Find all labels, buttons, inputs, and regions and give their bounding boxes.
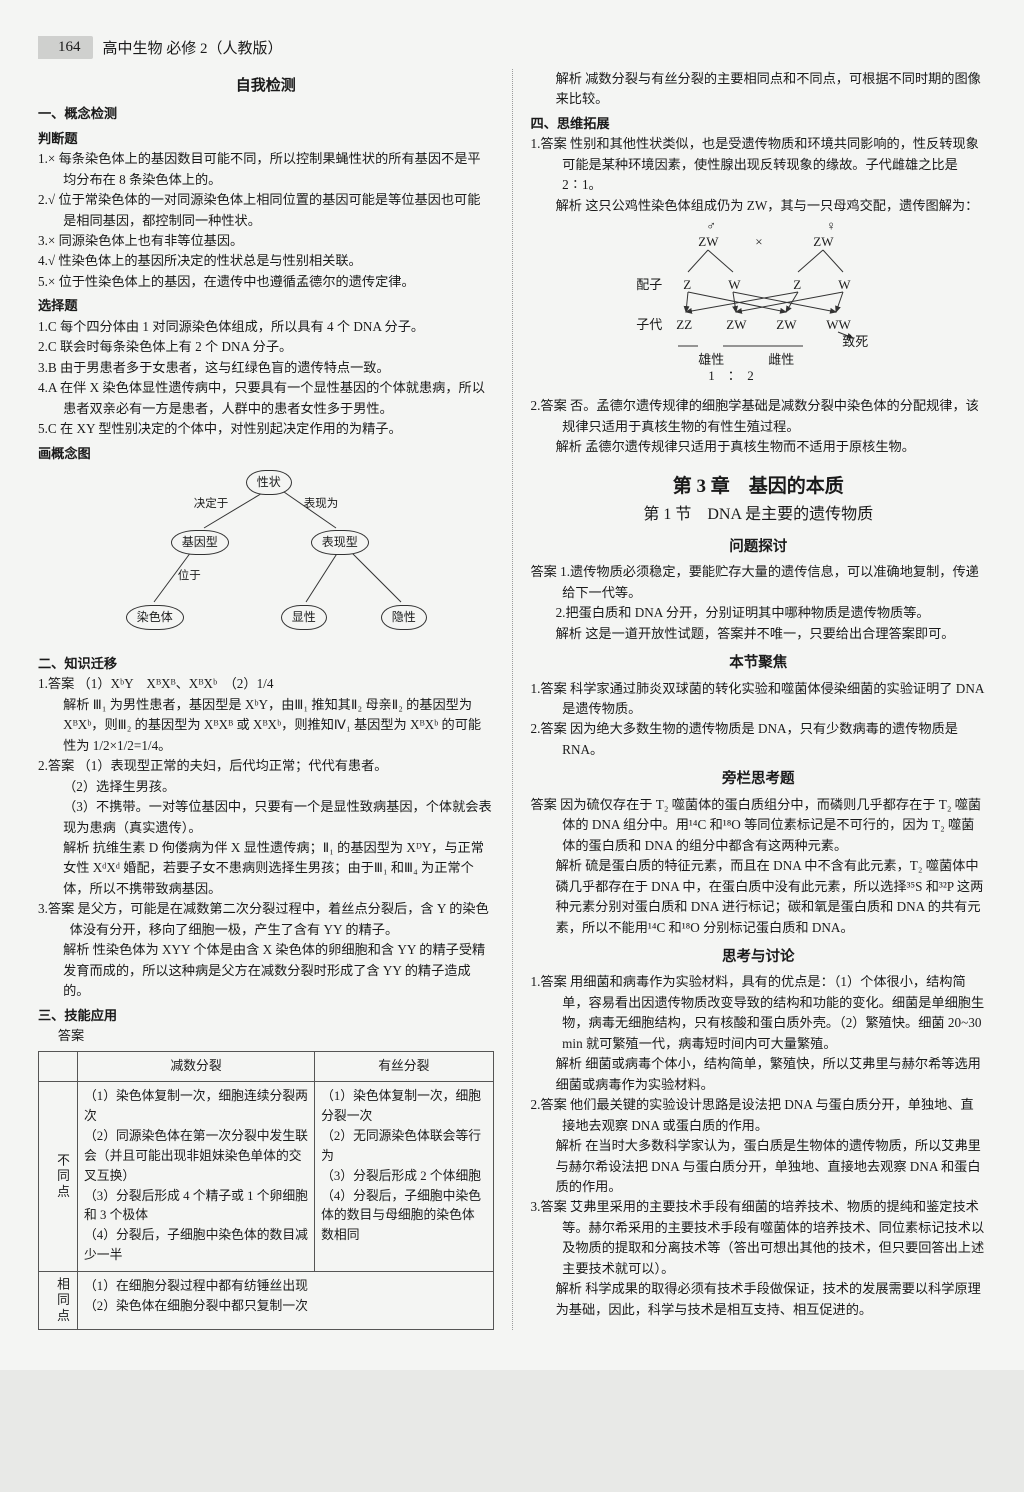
section-title: 第 1 节 DNA 是主要的遗传物质	[531, 503, 987, 528]
parent-genotype: ZW	[698, 232, 718, 252]
offspring-label: 子代	[636, 315, 662, 335]
column-divider	[512, 69, 513, 1330]
analysis-line: 解析 减数分裂与有丝分裂的主要相同点和不同点，可根据不同时期的图像来比较。	[531, 69, 987, 110]
concept-node: 表现型	[311, 530, 369, 555]
gamete-label: 配子	[636, 275, 662, 295]
analysis-line: 解析 抗维生素 D 佝偻病为伴 X 显性遗传病；Ⅱ₁ 的基因型为 XᴰY，与正常…	[38, 838, 494, 899]
comparison-table: 减数分裂 有丝分裂 不同点 （1）染色体复制一次，细胞连续分裂两次（2）同源染色…	[38, 1051, 494, 1331]
genetic-cross-diagram: ♂♀ZW×ZW配子ZWZW子代ZZZWZWWW致死雄性雌性1 ： 2	[628, 220, 888, 390]
choice-item: 5.C 在 XY 型性别决定的个体中，对性别起决定作用的为精子。	[38, 419, 494, 439]
row-label: 相同点	[39, 1271, 78, 1329]
section-3-heading: 三、技能应用	[38, 1006, 494, 1026]
concept-edge-label: 决定于	[194, 496, 229, 514]
page-header: 164 高中生物 必修 2（人教版）	[38, 36, 986, 59]
answer-line: 3.答案 艾弗里采用的主要技术手段有细菌的培养技术、物质的提纯和鉴定技术等。赫尔…	[531, 1197, 987, 1279]
gamete: Z	[793, 275, 801, 295]
concept-node: 基因型	[171, 530, 229, 555]
parent-genotype: ZW	[813, 232, 833, 252]
offspring-genotype: ZW	[776, 315, 796, 335]
concept-edge-label: 表现为	[304, 496, 339, 514]
section-4-heading: 四、思维拓展	[531, 114, 987, 134]
answer-line: 2.答案 （1）表现型正常的夫妇，后代均正常；代代有患者。	[38, 756, 494, 776]
answer-line: 1.答案 科学家通过肺炎双球菌的转化实验和噬菌体侵染细菌的实验证明了 DNA 是…	[531, 679, 987, 720]
analysis-line: 解析 科学成果的取得必须有技术手段做保证，技术的发展需要以科学原理为基础，因此，…	[531, 1279, 987, 1320]
ratio-label: 1 ： 2	[708, 366, 754, 386]
judge-item: 3.× 同源染色体上也有非等位基因。	[38, 231, 494, 251]
concept-node: 隐性	[381, 605, 427, 630]
concept-map: 性状基因型 表现型染色体 显性 隐性 决定于 表现为位于	[106, 470, 426, 650]
page-number: 164	[38, 36, 93, 59]
offspring-genotype: ZZ	[676, 315, 692, 335]
table-header: 减数分裂	[78, 1051, 315, 1082]
concept-node: 显性	[281, 605, 327, 630]
judgement-heading: 判断题	[38, 129, 494, 149]
answer-line: 1.答案 （1）XᵇY XᴮXᴮ、XᴮXᵇ （2）1/4	[38, 674, 494, 694]
answer-line: 2.答案 否。孟德尔遗传规律的细胞学基础是减数分裂中染色体的分配规律，该规律只适…	[531, 396, 987, 437]
sidebar-question-heading: 旁栏思考题	[531, 768, 987, 790]
focus-heading: 本节聚焦	[531, 652, 987, 674]
offspring-genotype: ZW	[726, 315, 746, 335]
answer-line: 2.把蛋白质和 DNA 分开，分别证明其中哪种物质是遗传物质等。	[531, 603, 987, 623]
answer-line: 2.答案 他们最关键的实验设计思路是设法把 DNA 与蛋白质分开，单独地、直接地…	[531, 1095, 987, 1136]
concept-edge-label: 位于	[178, 568, 201, 586]
analysis-line: 解析 孟德尔遗传规律只适用于真核生物而不适用于原核生物。	[531, 437, 987, 457]
analysis-line: 解析 细菌或病毒个体小，结构简单，繁殖快，所以艾弗里与赫尔希等选用细菌或病毒作为…	[531, 1054, 987, 1095]
choice-heading: 选择题	[38, 296, 494, 316]
answer-line: 1.答案 用细菌和病毒作为实验材料，具有的优点是：（1）个体很小，结构简单，容易…	[531, 972, 987, 1054]
concept-node: 性状	[246, 470, 292, 495]
judge-item: 2.√ 位于常染色体的一对同源染色体上相同位置的基因可能是等位基因也可能是相同基…	[38, 190, 494, 231]
analysis-line: 解析 Ⅲ₁ 为男性患者，基因型是 XᵇY，由Ⅲ₁ 推知其Ⅱ₂ 母亲Ⅱ₂ 的基因型…	[38, 695, 494, 756]
answer-line: 3.答案 是父方，可能是在减数第二次分裂过程中，着丝点分裂后，含 Y 的染色体没…	[38, 899, 494, 940]
judge-item: 5.× 位于性染色体上的基因，在遗传中也遵循孟德尔的遗传定律。	[38, 272, 494, 292]
choice-item: 3.B 由于男患者多于女患者，这与红绿色盲的遗传特点一致。	[38, 358, 494, 378]
left-column: 自我检测 一、概念检测 判断题 1.× 每条染色体上的基因数目可能不同，所以控制…	[38, 69, 494, 1330]
section-1-heading: 一、概念检测	[38, 104, 494, 124]
section-2-heading: 二、知识迁移	[38, 654, 494, 674]
analysis-line: 解析 硫是蛋白质的特征元素，而且在 DNA 中不含有此元素，T₂ 噬菌体中磷几乎…	[531, 856, 987, 938]
table-header: 有丝分裂	[315, 1051, 493, 1082]
page: 164 高中生物 必修 2（人教版） 自我检测 一、概念检测 判断题 1.× 每…	[0, 0, 1024, 1370]
table-row: 不同点 （1）染色体复制一次，细胞连续分裂两次（2）同源染色体在第一次分裂中发生…	[39, 1082, 494, 1271]
analysis-line: 解析 这只公鸡性染色体组成仍为 ZW，其与一只母鸡交配，遗传图解为：	[531, 196, 987, 216]
analysis-line: 解析 在当时大多数科学家认为，蛋白质是生物体的遗传物质，所以艾弗里与赫尔希设法把…	[531, 1136, 987, 1197]
judge-item: 1.× 每条染色体上的基因数目可能不同，所以控制果蝇性状的所有基因不是平均分布在…	[38, 149, 494, 190]
chapter-title: 第 3 章 基因的本质	[531, 472, 987, 501]
choice-item: 1.C 每个四分体由 1 对同源染色体组成，所以具有 4 个 DNA 分子。	[38, 317, 494, 337]
answer-line: （2）选择生男孩。	[38, 777, 494, 797]
gamete: W	[838, 275, 850, 295]
analysis-line: 解析 这是一道开放性试题，答案并不唯一，只要给出合理答案即可。	[531, 624, 987, 644]
concept-node: 染色体	[126, 605, 184, 630]
book-title: 高中生物 必修 2（人教版）	[103, 37, 283, 58]
answer-line: 答案 因为硫仅存在于 T₂ 噬菌体的蛋白质组分中，而磷则几乎都存在于 T₂ 噬菌…	[531, 795, 987, 856]
female-label: 雌性	[768, 350, 794, 370]
table-cell: （1）在细胞分裂过程中都有纺锤丝出现（2）染色体在细胞分裂中都只复制一次	[78, 1271, 494, 1329]
table-header	[39, 1051, 78, 1082]
judge-item: 4.√ 性染色体上的基因所决定的性状总是与性别相关联。	[38, 251, 494, 271]
answer-line: （3）不携带。一对等位基因中，只要有一个是显性致病基因，个体就会表现为患病（真实…	[38, 797, 494, 838]
table-row: 减数分裂 有丝分裂	[39, 1051, 494, 1082]
table-row: 相同点 （1）在细胞分裂过程中都有纺锤丝出现（2）染色体在细胞分裂中都只复制一次	[39, 1271, 494, 1329]
row-label: 不同点	[39, 1082, 78, 1271]
cross-symbol: ×	[755, 232, 762, 252]
answer-line: 1.答案 性别和其他性状类似，也是受遗传物质和环境共同影响的，性反转现象可能是某…	[531, 134, 987, 195]
lethal-label: 致死	[842, 332, 868, 352]
answer-line: 2.答案 因为绝大多数生物的遗传物质是 DNA，只有少数病毒的遗传物质是 RNA…	[531, 719, 987, 760]
table-cell: （1）染色体复制一次，细胞分裂一次（2）无同源染色体联会等行为（3）分裂后形成 …	[315, 1082, 493, 1271]
choice-item: 2.C 联会时每条染色体上有 2 个 DNA 分子。	[38, 337, 494, 357]
choice-item: 4.A 在伴 X 染色体显性遗传病中，只要具有一个显性基因的个体就患病，所以患者…	[38, 378, 494, 419]
table-cell: （1）染色体复制一次，细胞连续分裂两次（2）同源染色体在第一次分裂中发生联会（并…	[78, 1082, 315, 1271]
gamete: Z	[683, 275, 691, 295]
diagram-heading: 画概念图	[38, 444, 494, 464]
think-discuss-heading: 思考与讨论	[531, 946, 987, 968]
self-check-heading: 自我检测	[38, 75, 494, 98]
answer-line: 答案 1.遗传物质必须稳定，要能贮存大量的遗传信息，可以准确地复制，传递给下一代…	[531, 562, 987, 603]
gamete: W	[728, 275, 740, 295]
discussion-heading: 问题探讨	[531, 536, 987, 558]
analysis-line: 解析 性染色体为 XYY 个体是由含 X 染色体的卵细胞和含 YY 的精子受精发…	[38, 940, 494, 1001]
answer-label: 答案	[38, 1026, 494, 1046]
right-column: 解析 减数分裂与有丝分裂的主要相同点和不同点，可根据不同时期的图像来比较。 四、…	[531, 69, 987, 1330]
